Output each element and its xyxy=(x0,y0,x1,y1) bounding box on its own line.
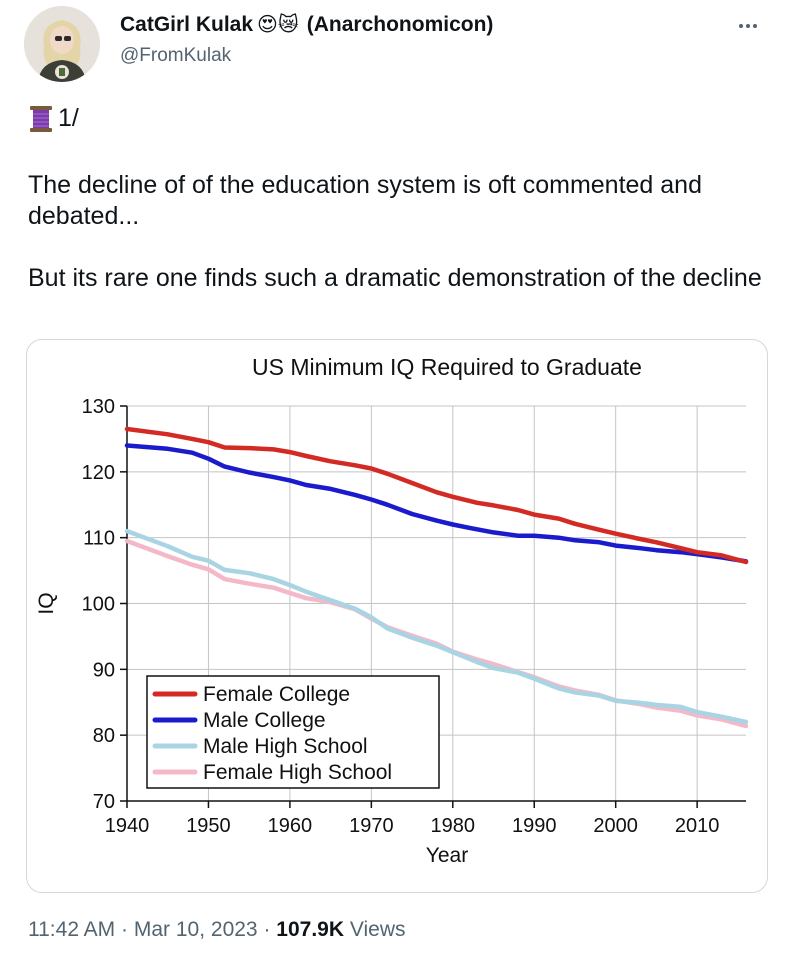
tweet-metadata: 11:42 AM · Mar 10, 2023 · 107.9K Views xyxy=(28,918,406,942)
y-tick-label: 70 xyxy=(93,791,115,813)
series-line xyxy=(124,443,749,564)
author-display-name[interactable]: CatGirl Kulak 😍😿 (Anarchonomicon) xyxy=(120,12,493,37)
chart-image-card[interactable]: US Minimum IQ Required to Graduate 70 80 90… xyxy=(26,339,768,893)
x-tick-label: 1970 xyxy=(349,815,394,837)
y-tick-label: 100 xyxy=(82,594,115,616)
tweet-text: 1/ The decline of of the education syste… xyxy=(28,103,768,294)
legend-label: Female College xyxy=(203,683,350,706)
y-tick-label: 110 xyxy=(83,528,115,550)
more-dot-icon xyxy=(746,24,750,28)
thread-marker: 1/ xyxy=(28,103,768,134)
more-options-button[interactable] xyxy=(730,14,766,38)
x-tick-label: 2000 xyxy=(593,815,638,837)
avatar-image xyxy=(24,6,100,82)
x-tick-label: 1990 xyxy=(512,815,557,837)
legend-label: Male High School xyxy=(203,735,368,758)
x-tick-label: 1960 xyxy=(268,815,313,837)
y-tick-label: 130 xyxy=(82,396,115,418)
chart-title: US Minimum IQ Required to Graduate xyxy=(252,354,642,380)
x-tick-label: 1940 xyxy=(105,815,150,837)
legend-label: Female High School xyxy=(203,761,392,784)
author-handle[interactable]: @FromKulak xyxy=(120,45,232,66)
x-tick-label: 1980 xyxy=(431,815,476,837)
y-tick-label: 120 xyxy=(82,462,115,484)
tweet-time[interactable]: 11:42 AM xyxy=(28,918,116,941)
tweet-date[interactable]: Mar 10, 2023 xyxy=(133,918,258,941)
more-dot-icon xyxy=(739,24,743,28)
thread-number: 1/ xyxy=(58,104,79,132)
tweet-paragraph-2: But its rare one finds such a dramatic d… xyxy=(28,264,762,292)
author-name: CatGirl Kulak xyxy=(120,12,254,36)
x-axis-label: Year xyxy=(426,844,468,867)
series-line xyxy=(124,426,749,565)
legend-label: Male College xyxy=(203,709,326,732)
author-name-emoji: 😍😿 xyxy=(257,14,299,36)
author-name-suffix: (Anarchonomicon) xyxy=(306,12,494,36)
tweet-paragraph-1: The decline of of the education system i… xyxy=(28,171,702,230)
more-dot-icon xyxy=(753,24,757,28)
iq-line-chart: US Minimum IQ Required to Graduate 70 80 90… xyxy=(35,354,749,867)
y-axis-label: IQ xyxy=(35,592,58,614)
series-line xyxy=(124,528,749,725)
x-tick-label: 1950 xyxy=(186,815,231,837)
y-tick-label: 80 xyxy=(93,725,115,747)
y-tick-label: 90 xyxy=(93,659,115,681)
views-label: Views xyxy=(349,918,406,941)
avatar[interactable] xyxy=(24,6,100,82)
meta-separator: · xyxy=(263,918,271,941)
x-tick-label: 2010 xyxy=(675,815,720,837)
thread-spool-icon xyxy=(30,105,52,132)
views-count: 107.9K xyxy=(276,918,345,941)
meta-separator: · xyxy=(121,918,129,941)
